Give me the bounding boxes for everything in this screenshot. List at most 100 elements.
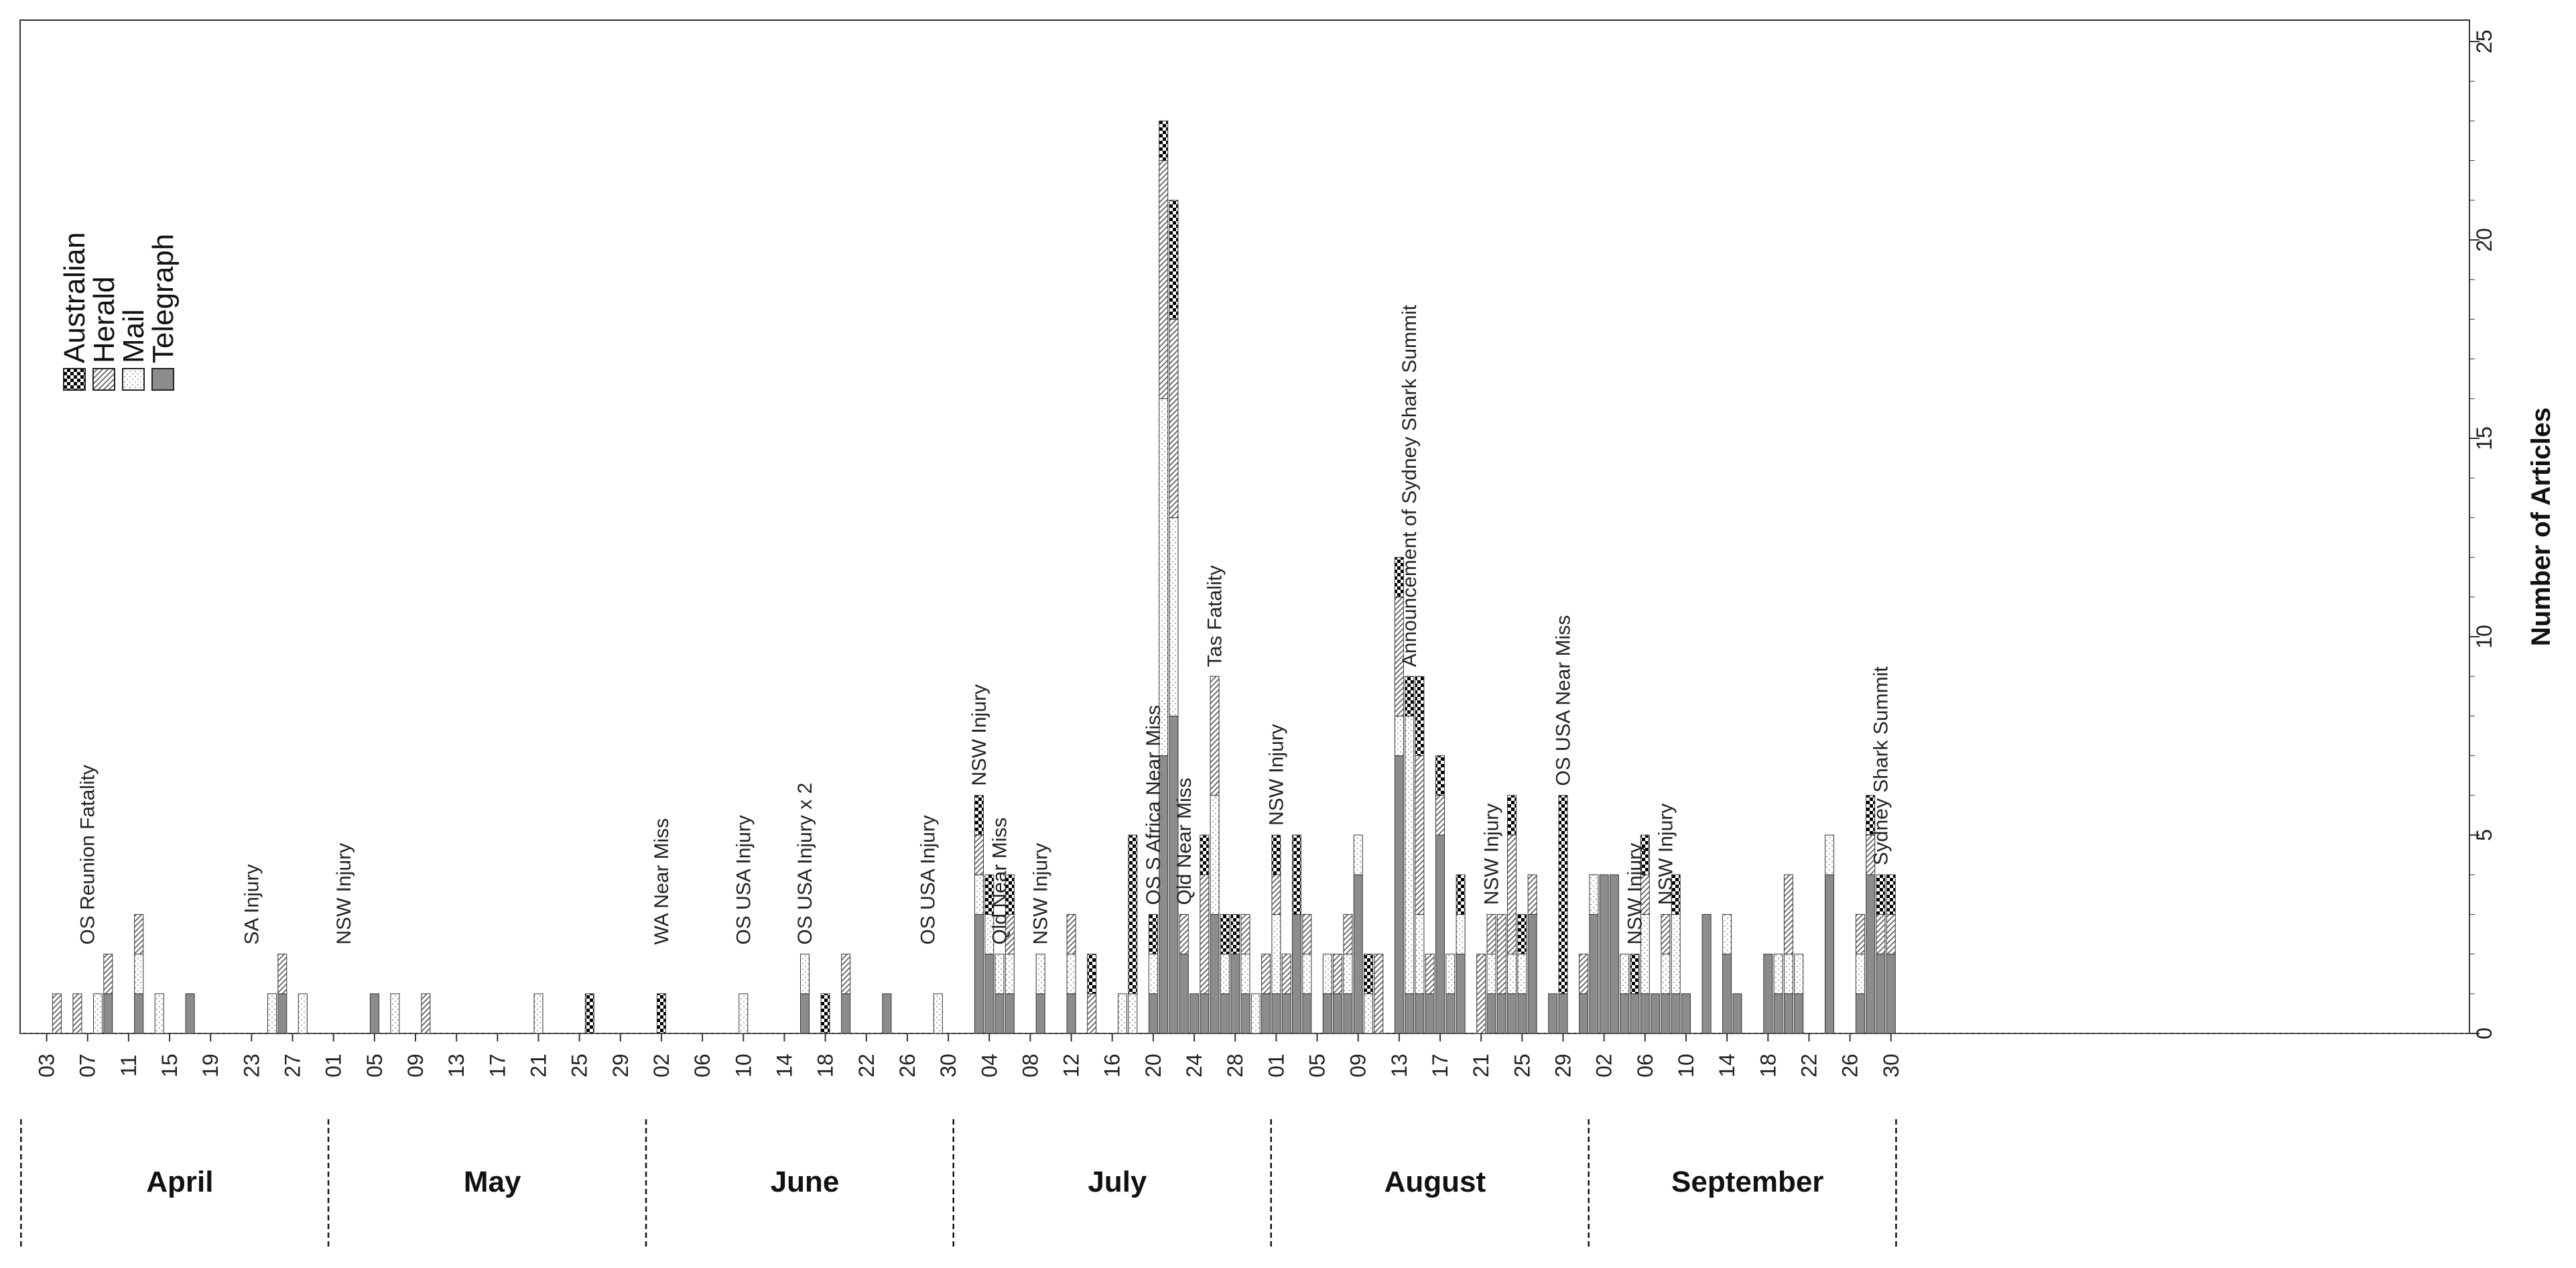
- event-annotation: WA Near Miss: [651, 818, 673, 945]
- bar-segment-telegraph: [1589, 913, 1599, 1034]
- bar-segment-australian: [1394, 557, 1404, 598]
- bar-segment-telegraph: [1886, 954, 1896, 1034]
- bar-stack: [1671, 874, 1681, 1034]
- y-tick-label: 20: [2472, 228, 2496, 252]
- bar-segment-herald: [1281, 954, 1291, 995]
- bar-segment-telegraph: [1240, 993, 1250, 1034]
- bar-segment-telegraph: [841, 993, 851, 1034]
- bar-segment-telegraph: [1558, 993, 1568, 1034]
- bar-segment-telegraph: [1179, 954, 1189, 1034]
- x-tick-label: 25: [568, 1054, 592, 1078]
- bar-segment-telegraph: [1322, 993, 1332, 1034]
- bar-segment-telegraph: [1671, 993, 1681, 1034]
- x-tick-label: 07: [76, 1054, 100, 1078]
- bar-segment-herald: [52, 993, 62, 1034]
- bar-segment-mail: [1405, 715, 1415, 995]
- bar-stack: [882, 993, 892, 1034]
- bar-segment-australian: [1364, 954, 1373, 995]
- bar-segment-australian: [1230, 913, 1240, 955]
- x-tick-label: 13: [1387, 1054, 1411, 1078]
- bar-stack: [1261, 954, 1271, 1034]
- bar-segment-mail: [533, 993, 543, 1034]
- bar-stack: [1456, 874, 1466, 1034]
- bar-segment-telegraph: [1722, 954, 1732, 1034]
- bar-stack: [1783, 874, 1793, 1034]
- bar-stack: [1210, 676, 1220, 1034]
- bar-stack: [1630, 954, 1640, 1034]
- bar-stack: [1159, 120, 1169, 1034]
- event-annotations: OS Reunion Fatality SA Injury NSW Injury WA…: [77, 304, 1892, 944]
- bar-segment-herald: [1476, 954, 1486, 1034]
- plot-frame: [19, 19, 2470, 1034]
- bar-segment-mail: [800, 954, 810, 995]
- bar-segment-herald: [421, 993, 431, 1034]
- bar-stack: [1589, 874, 1599, 1034]
- x-tick-label: 21: [527, 1054, 551, 1078]
- bar-segment-australian: [1866, 795, 1876, 836]
- bar-segment-telegraph: [1773, 993, 1783, 1034]
- bar-stack: [1302, 913, 1312, 1034]
- bar-stack: [1179, 913, 1189, 1034]
- y-tick-label: 10: [2472, 625, 2496, 649]
- x-tick-label: 05: [1305, 1054, 1330, 1078]
- bar-stack: [1825, 834, 1834, 1034]
- bar-segment-telegraph: [1220, 993, 1230, 1034]
- bar-segment-telegraph: [1271, 993, 1281, 1034]
- bar-stack: [1732, 993, 1742, 1034]
- bar-stack: [1200, 834, 1210, 1034]
- y-tick-label: 0: [2472, 1027, 2496, 1039]
- bar-stack: [390, 993, 400, 1034]
- bar-segment-telegraph: [1876, 954, 1886, 1034]
- x-tick-label: 01: [322, 1054, 346, 1078]
- bar-stack: [103, 954, 113, 1034]
- x-tick-label: 02: [1592, 1054, 1616, 1078]
- bar-segment-mail: [1322, 954, 1332, 995]
- bar-segment-telegraph: [1486, 993, 1496, 1034]
- event-annotation: NSW Injury: [333, 843, 355, 945]
- bar-stack: [1855, 913, 1865, 1034]
- bar-stack: [1374, 954, 1384, 1034]
- month-label: July: [1088, 1165, 1147, 1198]
- y-tick-label: 15: [2472, 426, 2496, 450]
- bar-segment-telegraph: [1200, 993, 1210, 1034]
- bar-segment-australian: [1671, 874, 1681, 915]
- bar-stack: [1773, 954, 1783, 1034]
- bar-segment-telegraph: [1292, 913, 1301, 1034]
- bar-segment-telegraph: [1035, 993, 1045, 1034]
- x-tick-label: 18: [1756, 1054, 1780, 1078]
- bar-segment-telegraph: [1681, 993, 1691, 1034]
- y-axis-title: Number of Articles: [2526, 407, 2556, 646]
- bar-segment-australian: [1456, 874, 1466, 915]
- x-tick-label: 04: [977, 1054, 1001, 1078]
- bar-stack: [1722, 913, 1732, 1034]
- bar-stack: [1435, 755, 1445, 1034]
- bar-stack: [1640, 834, 1650, 1034]
- bar-stack: [1405, 676, 1415, 1034]
- month-label: September: [1671, 1165, 1823, 1198]
- bar-stack: [1599, 874, 1609, 1034]
- bar-stack: [277, 954, 287, 1034]
- bar-segment-mail: [1066, 954, 1076, 995]
- bar-segment-mail: [298, 993, 308, 1034]
- bar-stack: [1558, 795, 1568, 1034]
- bar-stack: [1322, 954, 1332, 1034]
- bar-segment-mail: [1415, 913, 1425, 995]
- bar-segment-telegraph: [1230, 954, 1240, 1034]
- bar-segment-australian: [1630, 954, 1640, 995]
- bar-segment-mail: [1210, 795, 1220, 915]
- x-tick-label: 30: [1879, 1054, 1903, 1078]
- x-tick-label: 23: [239, 1054, 263, 1078]
- bar-segment-telegraph: [1630, 993, 1640, 1034]
- bar-segment-telegraph: [1302, 993, 1312, 1034]
- bar-stack: [1271, 834, 1281, 1034]
- bar-segment-telegraph: [1763, 954, 1773, 1034]
- bar-stack: [1527, 874, 1537, 1034]
- bar-segment-telegraph: [1855, 993, 1865, 1034]
- x-tick-label: 03: [35, 1054, 59, 1078]
- bar-segment-mail: [933, 993, 943, 1034]
- bar-segment-telegraph: [1548, 993, 1558, 1034]
- bar-segment-telegraph: [994, 993, 1005, 1034]
- bar-stack: [1169, 200, 1179, 1034]
- x-tick-label: 29: [1551, 1054, 1575, 1078]
- bar-segment-herald: [1200, 874, 1210, 995]
